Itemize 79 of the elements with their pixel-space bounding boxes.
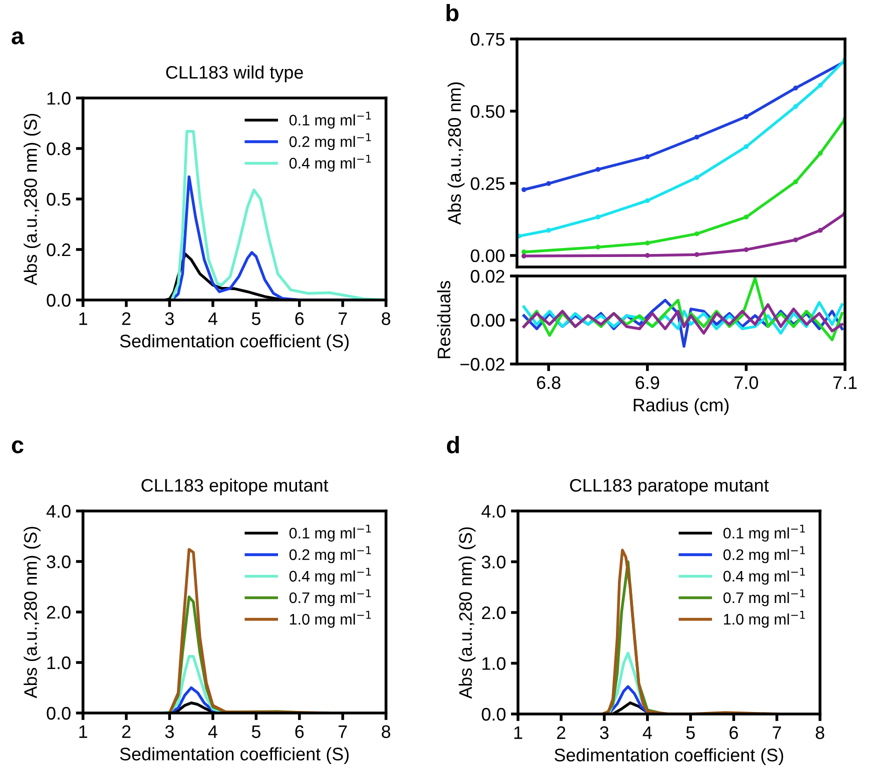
legend-label: 0.4 mg ml$^{−1}$ (723, 568, 805, 585)
y-axis-title: Abs (a.u.,280 nm) (448, 82, 464, 225)
y-tick-label: 0.2 (46, 243, 70, 256)
y-tick-label: 3.0 (482, 556, 506, 568)
x-tick-label: 2 (122, 725, 130, 738)
x-tick-label: 7.1 (833, 376, 857, 389)
x-tick-label: 7 (338, 725, 347, 738)
chart-title: CLL183 paratope mutant (570, 478, 769, 496)
x-axis-title: Sedimentation coefficient (S) (554, 748, 784, 766)
y-tick-label: 0.25 (470, 177, 504, 190)
x-tick-label: 3 (165, 725, 174, 738)
y-tick-label: 1.0 (482, 657, 506, 670)
legend-label: 0.7 mg ml$^{−1}$ (289, 589, 371, 606)
y-tick-label: 1.0 (47, 656, 70, 670)
x-tick-label: 8 (382, 312, 390, 326)
y-tick-label: 0.5 (46, 192, 70, 206)
chart-title: CLL183 epitope mutant (142, 478, 328, 496)
y-axis-title: Abs (a.u.,280 nm) (S) (24, 114, 41, 286)
chart-title: CLL183 wild type (166, 65, 303, 82)
x-tick-label: 8 (816, 726, 824, 740)
y-tick-label: 0.0 (46, 706, 70, 720)
x-tick-label: 6 (295, 725, 304, 738)
x-tick-label: 4 (208, 312, 218, 325)
legend-label: 0.2 mg ml$^{−1}$ (289, 546, 371, 564)
y-tick-label: −0.02 (460, 358, 504, 371)
y-tick-label: 0.50 (470, 105, 504, 118)
x-tick-label: 4 (208, 725, 218, 738)
y-tick-label: 0.8 (46, 142, 70, 156)
text: a (12, 31, 24, 44)
legend-label: 0.1 mg ml$^{−1}$ (289, 524, 371, 542)
legend-label: 1.0 mg ml$^{−1}$ (724, 610, 805, 628)
legend-label: 0.1 mg ml$^{−1}$ (723, 524, 805, 542)
y-tick-label: 3.0 (46, 555, 70, 568)
x-tick-label: 7 (772, 726, 781, 739)
x-axis-title: Sedimentation coefficient (S) (120, 747, 349, 764)
x-tick-label: 5 (686, 726, 695, 740)
y-axis-title: Abs (a.u.,280 nm) (S) (24, 526, 41, 698)
y-tick-label: 0.75 (470, 32, 504, 46)
text: b (446, 4, 458, 22)
y-tick-label: 1.0 (47, 92, 70, 105)
y-tick-label: 2.0 (47, 606, 70, 619)
y-axis-title: Residuals (437, 281, 450, 358)
legend-label: 0.1 mg ml$^{−1}$ (289, 112, 371, 129)
legend-label: 0.4 mg ml$^{−1}$ (289, 568, 371, 585)
x-tick-label: 1 (79, 312, 88, 325)
x-tick-label: 7 (338, 312, 347, 325)
legend-label: 0.2 mg ml$^{−1}$ (289, 133, 371, 150)
y-tick-label: 0.0 (46, 294, 70, 307)
x-tick-label: 3 (600, 726, 609, 740)
y-axis-title: Abs (a.u.,280 nm) (S) (458, 527, 476, 699)
y-tick-label: 0.02 (470, 270, 504, 283)
x-tick-label: 2 (122, 312, 130, 325)
x-tick-label: 6 (730, 726, 738, 740)
legend-label: 0.7 mg ml$^{−1}$ (723, 589, 805, 606)
x-tick-label: 6.8 (536, 376, 560, 390)
y-tick-label: 4.0 (482, 504, 506, 518)
x-tick-label: 3 (165, 312, 174, 326)
x-tick-label: 1 (79, 725, 88, 738)
y-tick-label: 4.0 (46, 504, 70, 518)
x-axis-title: Sedimentation coefficient (S) (120, 334, 349, 352)
x-tick-label: 6.9 (636, 376, 660, 390)
text: c (12, 440, 24, 454)
y-tick-label: 0.00 (470, 314, 504, 327)
x-axis-title: Radius (cm) (634, 398, 729, 416)
y-tick-label: 0.0 (482, 708, 506, 721)
x-tick-label: 5 (252, 725, 260, 738)
x-tick-label: 5 (252, 312, 260, 326)
x-tick-label: 4 (642, 726, 652, 739)
legend-label: 0.4 mg ml$^{−1}$ (289, 154, 371, 172)
legend-label: 1.0 mg ml$^{−1}$ (290, 610, 371, 628)
y-tick-label: 0.00 (470, 249, 504, 262)
y-tick-label: 2.0 (482, 606, 506, 620)
text: d (446, 436, 459, 454)
x-tick-label: 1 (514, 726, 522, 739)
x-tick-label: 7.0 (734, 376, 758, 390)
x-tick-label: 6 (295, 312, 304, 326)
legend-label: 0.2 mg ml$^{−1}$ (723, 546, 805, 564)
x-tick-label: 2 (557, 726, 566, 739)
x-tick-label: 8 (382, 725, 390, 738)
